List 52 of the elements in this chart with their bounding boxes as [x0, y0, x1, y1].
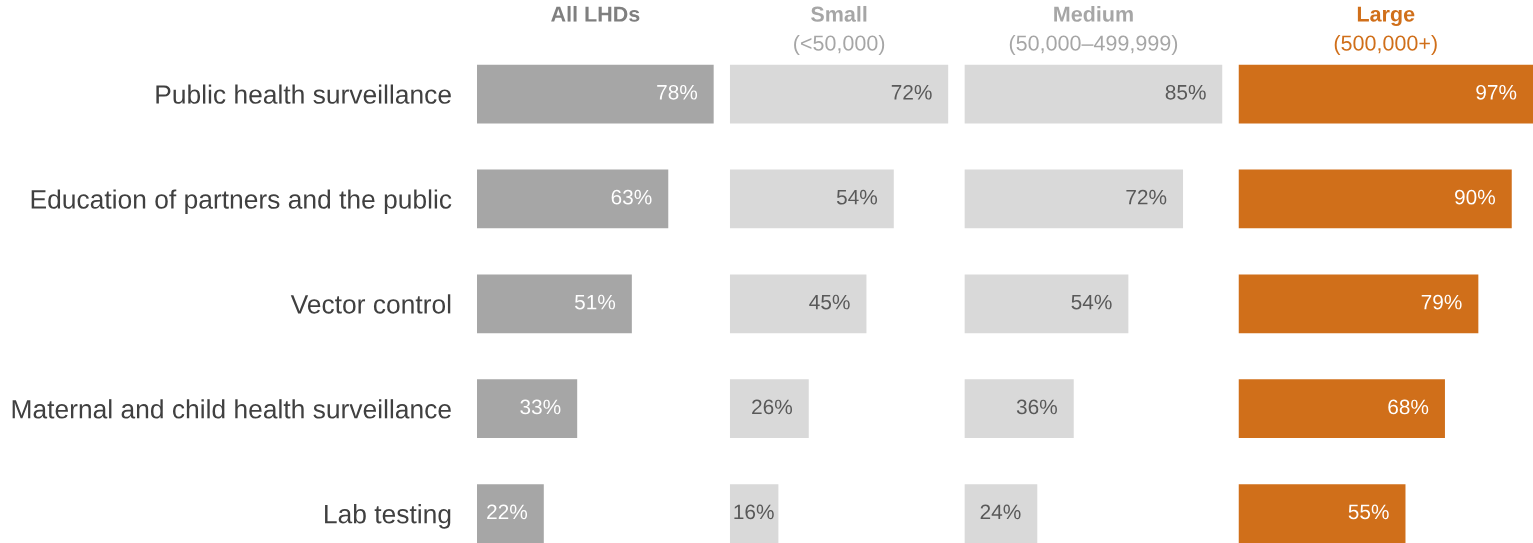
chart-title: Large — [1357, 6, 1415, 27]
bar — [477, 484, 544, 543]
bar — [1238, 64, 1533, 124]
chart-subtitle: (<50,000) — [794, 34, 885, 56]
bar — [477, 169, 669, 229]
data-label: 54% — [1071, 294, 1112, 310]
y-tick-label: Public health surveillance — [156, 84, 451, 104]
data-label: 16% — [734, 504, 774, 520]
y-tick-label: Maternal and child health surveillance — [12, 399, 451, 419]
data-label: 72% — [1126, 189, 1167, 205]
data-label: 26% — [752, 399, 793, 415]
bar — [729, 379, 809, 439]
data-label: 97% — [1476, 84, 1517, 100]
data-label: 68% — [1388, 399, 1429, 415]
chart-subtitle: (50,000–499,999) — [1009, 34, 1178, 56]
data-label: 78% — [657, 84, 698, 100]
bar — [1238, 379, 1445, 439]
y-tick-label: Lab testing — [325, 504, 451, 529]
chart-title: All LHDs — [551, 5, 640, 22]
bar — [964, 274, 1129, 334]
chart-title: Small — [811, 5, 867, 22]
data-label: 63% — [611, 189, 652, 205]
data-label: 72% — [891, 84, 932, 100]
data-label: 51% — [574, 294, 616, 310]
bar — [729, 484, 779, 543]
data-label: 36% — [1016, 399, 1057, 415]
data-label: 90% — [1455, 189, 1496, 205]
bar — [964, 169, 1184, 229]
chart-subtitle: (500,000+) — [1334, 34, 1437, 56]
data-label: 79% — [1421, 294, 1462, 310]
bar — [964, 484, 1038, 543]
bar — [477, 64, 714, 124]
data-label: 22% — [487, 504, 528, 520]
data-label: 33% — [520, 399, 561, 415]
data-label: 54% — [836, 189, 878, 205]
data-label: 24% — [980, 504, 1021, 520]
bar — [1238, 169, 1512, 229]
bar — [477, 274, 632, 334]
bar — [964, 64, 1223, 124]
bar — [729, 169, 894, 229]
bar — [1238, 484, 1406, 543]
bar — [964, 379, 1074, 439]
y-tick-label: Vector control — [290, 294, 451, 314]
bar — [477, 379, 578, 439]
data-label: 55% — [1348, 504, 1389, 520]
chart-title: Medium — [1054, 5, 1133, 22]
y-tick-label: Education of partners and the public — [31, 189, 452, 214]
bar — [729, 64, 949, 124]
bar — [729, 274, 867, 334]
bar — [1238, 274, 1479, 334]
data-label: 45% — [809, 294, 850, 310]
data-label: 85% — [1165, 84, 1206, 100]
